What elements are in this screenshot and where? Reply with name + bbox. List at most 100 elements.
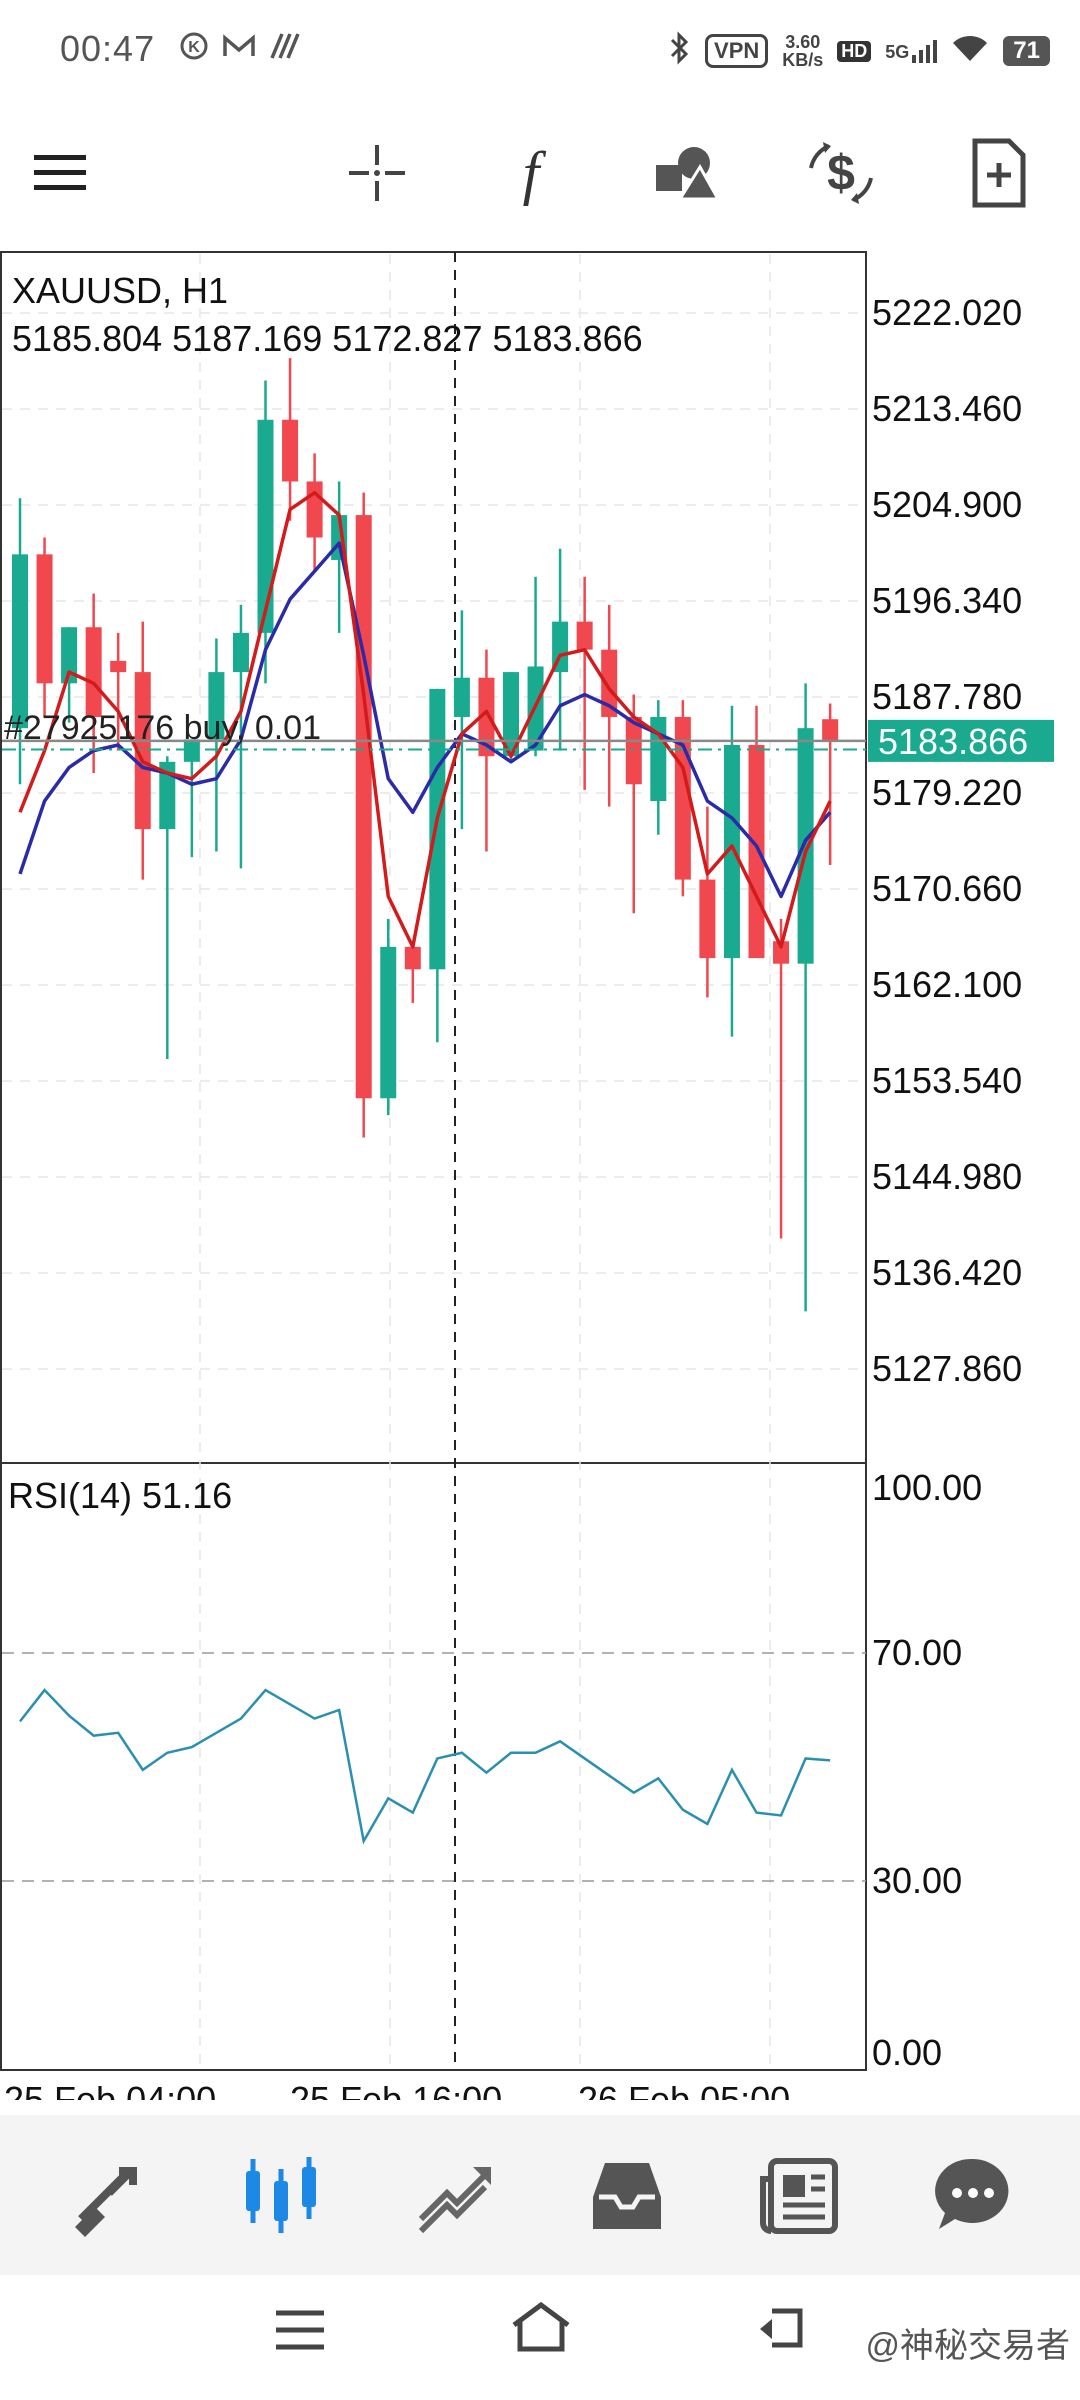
candle [257, 380, 274, 684]
ma-slow-line [18, 541, 832, 899]
chart-icon[interactable] [227, 2140, 337, 2250]
candle-body [110, 660, 127, 673]
speed-value: 3.60 [785, 32, 821, 52]
candle [723, 705, 740, 1037]
system-nav [0, 2275, 1080, 2400]
price-tick-label: 5196.340 [872, 580, 1022, 621]
k-circle-icon: K [178, 30, 210, 70]
candle [773, 918, 790, 1239]
price-tick-label: 5179.220 [872, 772, 1022, 813]
price-tick-label: 5136.420 [872, 1252, 1022, 1293]
rsi-frame [0, 1462, 867, 2071]
trade-nav-icon[interactable] [400, 2140, 510, 2250]
quotes-icon[interactable] [52, 2140, 162, 2250]
svg-text:$: $ [827, 145, 855, 201]
time-tick-label: 26 Feb 05:00 [578, 2079, 790, 2100]
status-bar: 00:47 K VPN 3.60 KB/s HD 5G 71 [0, 0, 1080, 100]
price-tick-label: 5204.900 [872, 484, 1022, 525]
history-icon[interactable] [572, 2140, 682, 2250]
rsi-tick-label: 100.00 [872, 1467, 982, 1508]
bluetooth-icon [669, 30, 691, 72]
candle-body [36, 554, 53, 684]
rsi-axis: 100.00 70.00 30.00 0.00 [872, 1467, 982, 2073]
rsi-tick-label: 30.00 [872, 1860, 962, 1901]
objects-icon[interactable] [642, 128, 732, 218]
candle-body [797, 728, 814, 964]
price-tick-label: 5144.980 [872, 1156, 1022, 1197]
candle-body [208, 672, 225, 740]
rsi-label: RSI(14) 51.16 [8, 1475, 232, 1516]
candle [453, 610, 470, 830]
price-tick-label: 5162.100 [872, 964, 1022, 1005]
order-line-label: #27925176 buy, 0.01 [4, 709, 321, 747]
candle [36, 537, 53, 717]
price-tick-label: 5213.460 [872, 388, 1022, 429]
speed-unit: KB/s [782, 50, 824, 70]
candle [822, 703, 839, 865]
candle-body [723, 745, 740, 959]
order-line[interactable]: #27925176 buy, 0.01 [2, 709, 866, 751]
candle [527, 576, 544, 757]
candle [576, 576, 593, 790]
candle-body [748, 745, 765, 959]
candle-body [134, 672, 151, 830]
price-tick-label: 5222.020 [872, 292, 1022, 333]
candle-body [282, 419, 299, 482]
candle [355, 492, 372, 1138]
time-axis: 25 Feb 04:00 25 Feb 16:00 26 Feb 05:00 [4, 2079, 790, 2120]
price-tick-label: 5127.860 [872, 1348, 1022, 1389]
new-order-icon[interactable] [954, 128, 1044, 218]
vpn-badge: VPN [705, 34, 769, 68]
battery-icon: 71 [1003, 36, 1050, 66]
candle-body [625, 716, 642, 785]
candle-body [380, 946, 397, 1099]
back-icon[interactable] [752, 2303, 812, 2358]
candle-body [257, 419, 274, 633]
messages-icon[interactable] [918, 2140, 1028, 2250]
rsi-line [19, 1688, 831, 1845]
candle-body [699, 879, 716, 959]
network-speed: 3.60 KB/s [782, 33, 823, 69]
chart-toolbar: f $ [0, 100, 1080, 250]
candle-body [159, 761, 176, 830]
bottom-nav [0, 2115, 1080, 2275]
signal-icon: 5G [885, 39, 938, 63]
candle [183, 739, 200, 858]
candle [404, 941, 421, 1003]
menu-icon[interactable] [15, 128, 105, 218]
mail-icon [222, 30, 256, 70]
rsi-levels [2, 1652, 866, 1882]
watermark: @神秘交易者 [865, 2327, 1070, 2365]
news-icon[interactable] [744, 2140, 854, 2250]
price-tick-label: 5170.660 [872, 868, 1022, 909]
home-icon[interactable] [508, 2299, 574, 2360]
chart-svg[interactable]: #27925176 buy, 0.01 5222.020 5213.460 5204… [0, 250, 1080, 2120]
candle [159, 756, 176, 1060]
candle-body [404, 946, 421, 970]
rsi-line-group [19, 1688, 831, 1845]
crosshair-icon[interactable] [332, 128, 422, 218]
price-tick-label: 5187.780 [872, 676, 1022, 717]
status-time: 00:47 [60, 28, 156, 69]
svg-text:f: f [523, 140, 547, 206]
candle [282, 358, 299, 521]
candle-body [306, 481, 323, 538]
price-axis: 5222.020 5213.460 5204.900 5196.340 5187.780… [868, 292, 1054, 1389]
chart-area[interactable]: #27925176 buy, 0.01 5222.020 5213.460 5204… [0, 250, 1080, 2120]
candle [748, 705, 765, 959]
function-icon[interactable]: f [486, 128, 576, 218]
recents-icon[interactable] [270, 2305, 330, 2360]
candle [797, 683, 814, 1312]
candle-body [183, 739, 200, 762]
candle [478, 649, 495, 852]
candles [12, 358, 839, 1312]
rsi-tick-label: 70.00 [872, 1632, 962, 1673]
candle [625, 694, 642, 914]
trade-icon[interactable]: $ [796, 128, 886, 218]
candle [134, 621, 151, 880]
current-price-badge [868, 719, 1054, 762]
symbol-timeframe: XAUUSD, H1 [12, 270, 228, 311]
candle-body [429, 688, 446, 970]
current-price-label: 5183.866 [878, 721, 1028, 762]
hd-badge: HD [837, 40, 872, 62]
